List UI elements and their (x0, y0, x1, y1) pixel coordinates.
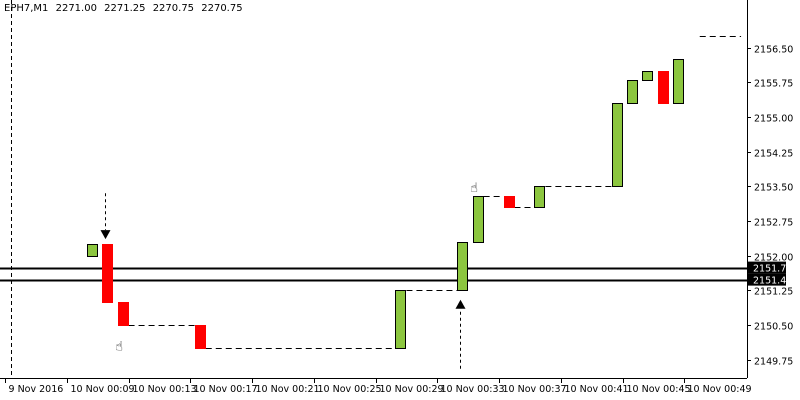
ohlc-low: 2270.75 (152, 3, 195, 14)
candle[interactable] (534, 186, 545, 208)
axes (0, 0, 748, 379)
hand-pointer-icon: ☝ (115, 340, 123, 355)
symbol-timeframe: EPH7,M1 (4, 3, 49, 14)
candle[interactable] (102, 244, 113, 303)
candle[interactable] (627, 80, 638, 104)
candle[interactable] (87, 244, 98, 257)
y-tick-label: 2150.50 (754, 322, 793, 333)
x-tick-label: 10 Nov 00:45 (627, 384, 691, 395)
y-tick-label: 2152.75 (754, 218, 793, 229)
y-tick-label: 2155.00 (754, 114, 793, 125)
y-tick-label: 2156.50 (754, 45, 793, 56)
flat-price-segments (128, 36, 742, 349)
candle[interactable] (612, 103, 623, 187)
hand-markers: ☝☝ (115, 181, 478, 354)
x-tick-label: 9 Nov 2016 (9, 384, 64, 395)
chart-header: EPH7,M1 2271.00 2271.25 2270.75 2270.75 (4, 3, 247, 14)
y-tick-label: 2149.75 (754, 357, 793, 368)
y-axis-ticks: 2156.50 2155.75 2155.00 2154.25 2153.50 2152.… (747, 45, 793, 368)
x-tick-label: 10 Nov 00:25 (318, 384, 382, 395)
x-tick-label: 10 Nov 00:13 (133, 384, 197, 395)
y-tick-label: 2154.25 (754, 149, 793, 160)
arrow-down-icon (100, 230, 111, 240)
ohlc-high: 2271.25 (104, 3, 146, 14)
x-tick-label: 10 Nov 00:49 (688, 384, 752, 395)
x-tick-label: 10 Nov 00:33 (441, 384, 505, 395)
candle[interactable] (195, 325, 206, 349)
hand-pointer-icon: ☝ (470, 181, 478, 196)
x-tick-label: 10 Nov 00:21 (256, 384, 320, 395)
x-tick-label: 10 Nov 00:41 (565, 384, 629, 395)
x-tick-label: 10 Nov 00:37 (503, 384, 567, 395)
x-tick-label: 10 Nov 00:29 (380, 384, 444, 395)
candles[interactable] (87, 59, 684, 349)
candle[interactable] (473, 196, 484, 243)
level-label: 2151.74 (753, 264, 792, 275)
y-tick-label: 2152.00 (754, 253, 793, 264)
horizontal-levels[interactable] (0, 267, 747, 282)
candle[interactable] (673, 59, 684, 104)
level-label-bg (748, 273, 786, 286)
signal-arrows (100, 193, 466, 369)
x-tick-label: 10 Nov 00:09 (71, 384, 135, 395)
y-tick-label: 2155.75 (754, 79, 793, 90)
candle[interactable] (504, 196, 515, 208)
candle[interactable] (642, 71, 653, 81)
ohlc-close: 2270.75 (201, 3, 243, 14)
level-label: 2151.48 (753, 276, 792, 287)
y-tick-label: 2151.25 (754, 287, 793, 298)
x-tick-label: 10 Nov 00:17 (194, 384, 258, 395)
level-label-bg (748, 261, 786, 274)
candle[interactable] (118, 302, 129, 326)
candle[interactable] (658, 71, 669, 104)
arrow-up-icon (455, 299, 466, 309)
candle[interactable] (395, 290, 406, 349)
candle[interactable] (457, 242, 468, 291)
ohlc-open: 2271.00 (55, 3, 97, 14)
y-tick-label: 2153.50 (754, 183, 793, 194)
